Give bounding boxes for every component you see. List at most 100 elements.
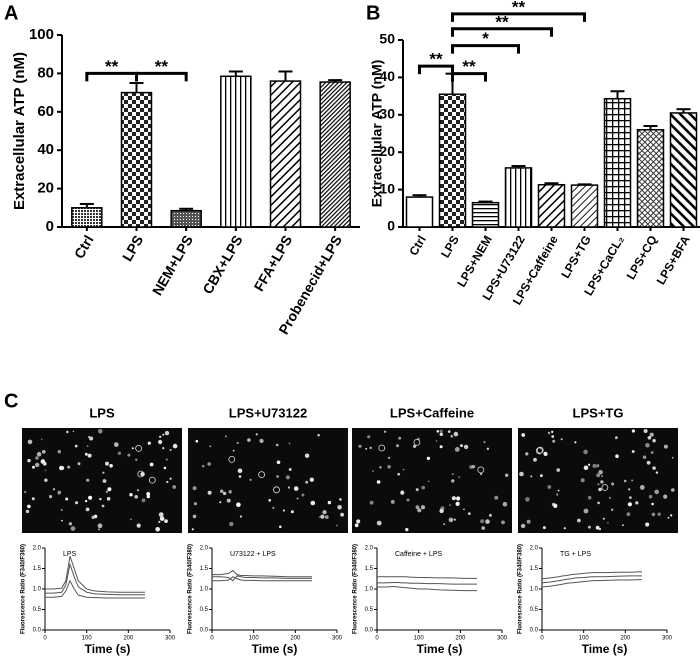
cell [595,464,599,468]
cell [320,514,325,519]
cell [105,490,109,493]
significance-bracket [135,71,188,82]
cell [583,449,588,455]
cell [130,518,132,521]
y-tick-label: 1.5 [33,566,42,572]
cell [587,525,591,529]
cell [358,444,362,448]
cell [97,523,103,529]
cell [427,480,430,483]
x-tick-label: 100 [82,636,93,642]
cell [556,493,559,496]
cell [163,466,167,470]
trace [212,569,312,578]
x-tick-label: 100 [414,636,425,642]
cell [31,497,35,501]
trace [541,575,642,584]
cell [502,501,508,507]
significance-label: ** [429,50,443,69]
y-tick-label: 100 [29,26,54,43]
cell [337,505,342,510]
bar [71,207,103,228]
y-tick-label: 0.5 [365,607,374,613]
cell [158,512,164,518]
cell [141,498,146,503]
marked-cell [137,470,145,478]
cell [563,527,566,530]
bar [269,80,302,228]
cell [439,445,443,449]
cell [583,508,589,514]
cell [310,500,316,506]
y-tick-label: 1.5 [200,566,209,572]
cell [663,444,668,449]
cell [88,495,93,500]
y-tick-label: 2.0 [365,546,374,552]
significance-bracket [451,27,553,37]
cell [670,514,673,517]
x-tick-label: 100 [249,636,260,642]
cell [631,429,636,433]
cell [86,445,89,448]
x-tick-label: 300 [165,636,176,642]
cell [587,495,592,500]
cell [35,462,40,468]
cell [651,512,656,517]
cell [595,525,600,530]
cell [301,493,305,497]
cell [376,480,381,484]
cell [85,507,90,512]
cell [249,478,252,481]
y-tick-label: 80 [37,64,54,81]
cell [626,512,631,517]
cell [435,440,438,442]
cell [236,502,241,508]
cell [169,477,172,480]
cell [598,487,602,492]
x-tick-label: FFA+LPS [251,232,296,294]
cell [191,528,194,531]
cell [458,476,460,478]
cell [525,452,529,456]
cell [57,450,61,454]
cell [237,468,243,474]
cell [287,486,290,489]
cell [436,430,440,433]
y-tick-label: 1.5 [365,566,374,572]
cell [322,510,327,515]
cell [225,435,227,438]
cell [102,479,107,483]
cell [107,487,112,492]
cell [481,526,486,530]
cell [327,500,332,505]
cell [406,498,410,502]
cell [268,498,272,502]
significance-label: ** [462,57,476,76]
x-axis-title: Time (s) [85,642,131,656]
cell [451,473,454,476]
cell [671,456,674,459]
significance-label: ** [155,57,169,76]
cell [611,482,615,486]
x-tick-label: LPS+BFA [654,233,693,287]
cell [663,494,668,499]
x-tick-label: 200 [290,636,301,642]
cell [443,523,446,525]
cell [453,431,459,437]
cell [259,438,264,443]
cell [129,493,133,497]
cell [57,490,62,495]
cell [275,443,279,447]
bar [220,75,252,228]
y-tick-label: 1.0 [530,587,539,593]
cell [652,466,656,470]
cell [645,443,650,448]
y-tick-label: 0.5 [33,607,42,613]
cell [232,449,235,452]
x-tick-label: 200 [455,636,466,642]
cell [453,518,456,521]
cell [447,430,451,433]
cell [27,458,31,463]
y-tick-label: 40 [379,68,395,84]
trace [541,579,643,588]
